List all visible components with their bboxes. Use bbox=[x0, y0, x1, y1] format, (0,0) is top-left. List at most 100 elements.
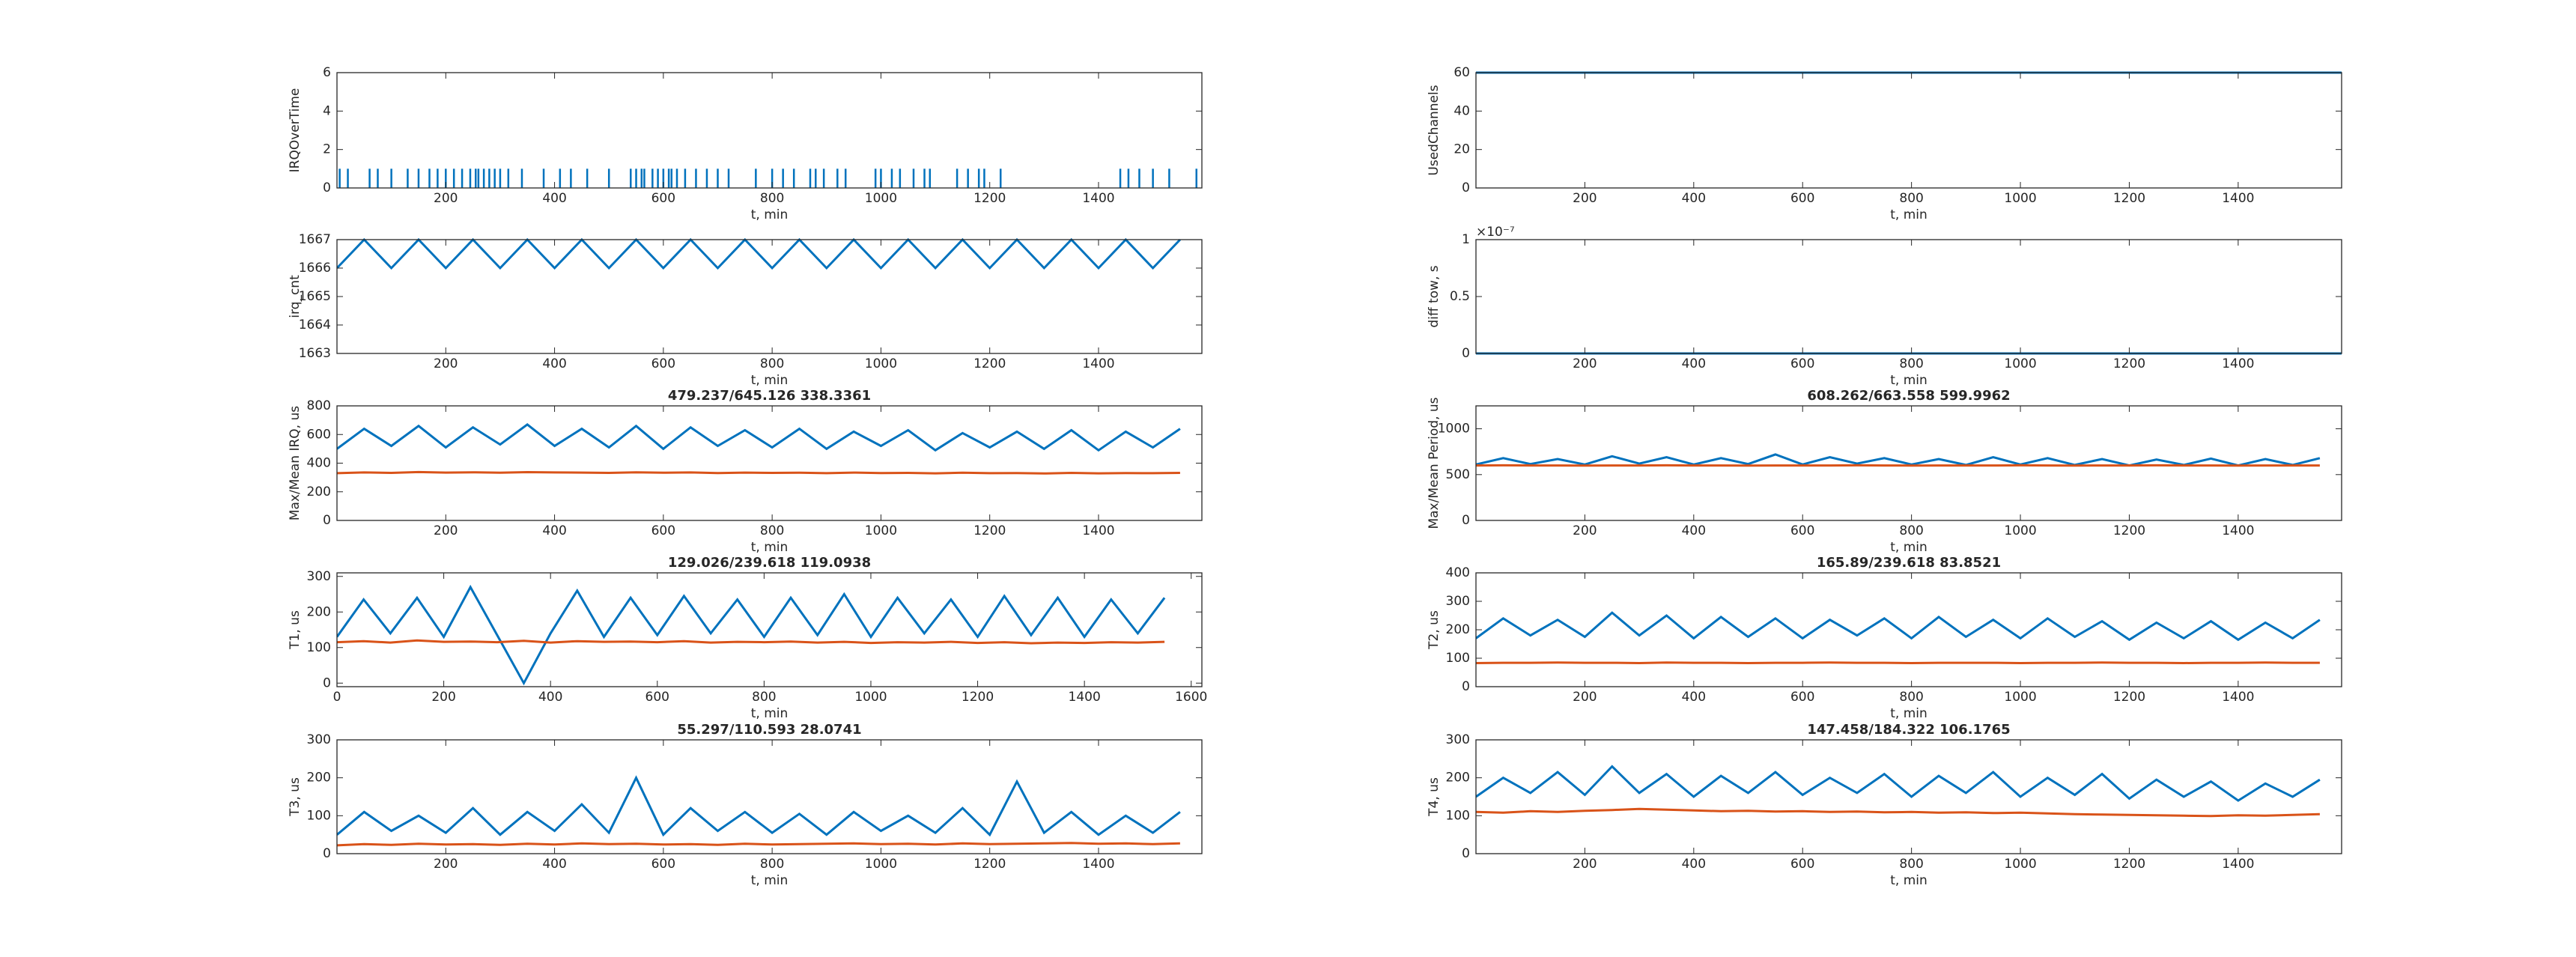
plot-area bbox=[337, 238, 1181, 270]
y-tick-label: 0 bbox=[1462, 513, 1470, 528]
y-tick-label: 1667 bbox=[299, 232, 331, 247]
x-tick-label: 1000 bbox=[2004, 191, 2036, 206]
y-tick-label: 0 bbox=[323, 675, 331, 690]
x-tick-label: 1200 bbox=[2113, 690, 2145, 705]
y-tick-label: 0 bbox=[323, 180, 331, 195]
y-tick-label: 200 bbox=[307, 604, 331, 619]
x-axis-label: t, min bbox=[1890, 207, 1928, 222]
x-tick-label: 600 bbox=[651, 191, 675, 206]
x-tick-label: 200 bbox=[434, 356, 458, 371]
x-tick-label: 600 bbox=[645, 690, 669, 705]
y-tick-label: 6 bbox=[323, 65, 331, 80]
x-tick-label: 400 bbox=[542, 191, 566, 206]
x-tick-label: 1400 bbox=[1082, 191, 1114, 206]
series-line bbox=[1476, 611, 2321, 642]
x-axis-label: t, min bbox=[751, 706, 789, 721]
y-axis-label: Max/Mean IRQ, us bbox=[288, 406, 303, 520]
x-tick-label: 1000 bbox=[2004, 857, 2036, 872]
y-axis-label: T4, us bbox=[1427, 777, 1442, 817]
axes-box bbox=[1475, 572, 2342, 687]
x-tick-label: 1400 bbox=[1082, 356, 1114, 371]
x-tick-label: 1400 bbox=[1082, 523, 1114, 538]
subplot: 200 400 600 800 1000 1200 1400 0 100 200 300 147.45… bbox=[1427, 722, 2342, 888]
subplot: 200 400 600 800 1000 1200 1400 0 500 1000 608.262/… bbox=[1427, 388, 2342, 555]
x-tick-label: 200 bbox=[434, 191, 458, 206]
chart-title: 55.297/110.593 28.0741 bbox=[677, 722, 861, 738]
x-tick-label: 600 bbox=[651, 857, 675, 872]
x-tick-label: 200 bbox=[434, 857, 458, 872]
axes-box bbox=[336, 739, 1203, 854]
y-tick-label: 100 bbox=[307, 640, 331, 655]
x-tick-label: 800 bbox=[1899, 356, 1923, 371]
x-tick-label: 200 bbox=[1573, 857, 1597, 872]
x-tick-label: 200 bbox=[1573, 356, 1597, 371]
x-tick-label: 400 bbox=[542, 857, 566, 872]
x-tick-label: 1400 bbox=[2222, 857, 2254, 872]
y-axis-label: IRQOverTime bbox=[288, 88, 303, 173]
x-tick-label: 1400 bbox=[2222, 191, 2254, 206]
x-axis-label: t, min bbox=[1890, 540, 1928, 555]
plot-area bbox=[337, 584, 1166, 686]
x-tick-label: 1200 bbox=[962, 690, 994, 705]
x-tick-label: 600 bbox=[1790, 523, 1814, 538]
y-tick-label: 0 bbox=[323, 513, 331, 528]
x-tick-label: 1400 bbox=[2222, 690, 2254, 705]
x-tick-label: 0 bbox=[333, 690, 341, 705]
axes-box bbox=[1475, 739, 2342, 854]
series-line bbox=[1476, 807, 2320, 818]
plot-area bbox=[337, 423, 1181, 475]
x-tick-label: 1400 bbox=[1082, 857, 1114, 872]
plot-area bbox=[337, 775, 1181, 847]
x-tick-label: 1200 bbox=[973, 356, 1006, 371]
x-tick-label: 1000 bbox=[2004, 690, 2036, 705]
x-tick-label: 800 bbox=[760, 356, 784, 371]
axes-box bbox=[1475, 72, 2342, 189]
y-tick-label: 20 bbox=[1453, 142, 1470, 157]
y-tick-label: 1000 bbox=[1438, 422, 1470, 437]
y-tick-label: 1 bbox=[1462, 232, 1470, 247]
x-tick-label: 1400 bbox=[1069, 690, 1101, 705]
chart-title: 147.458/184.322 106.1765 bbox=[1807, 722, 2010, 738]
plot-area bbox=[1476, 765, 2321, 818]
x-tick-label: 600 bbox=[1790, 857, 1814, 872]
x-tick-label: 1400 bbox=[2222, 356, 2254, 371]
x-tick-label: 1200 bbox=[2113, 191, 2145, 206]
x-tick-label: 1400 bbox=[2222, 523, 2254, 538]
x-tick-label: 800 bbox=[1899, 690, 1923, 705]
x-tick-label: 600 bbox=[1790, 690, 1814, 705]
x-tick-label: 1000 bbox=[865, 857, 897, 872]
y-tick-label: 0 bbox=[1462, 346, 1470, 361]
x-axis-label: t, min bbox=[1890, 873, 1928, 888]
subplot: 200 400 600 800 1000 1200 1400 0 20 40 60 t, min Use… bbox=[1427, 65, 2342, 222]
y-tick-label: 0.5 bbox=[1450, 289, 1470, 304]
x-tick-label: 1200 bbox=[2113, 857, 2145, 872]
chart-title: 165.89/239.618 83.8521 bbox=[1817, 555, 2001, 571]
y-tick-label: 200 bbox=[307, 484, 331, 499]
x-tick-label: 1000 bbox=[865, 191, 897, 206]
x-tick-label: 400 bbox=[1682, 523, 1706, 538]
y-axis-label: T1, us bbox=[288, 610, 303, 650]
axes-box bbox=[336, 405, 1203, 521]
axes-box bbox=[1475, 405, 2342, 521]
x-tick-label: 200 bbox=[1573, 191, 1597, 206]
x-axis-label: t, min bbox=[751, 373, 789, 388]
y-tick-label: 0 bbox=[323, 846, 331, 861]
x-tick-label: 1200 bbox=[973, 523, 1006, 538]
chart-title: 608.262/663.558 599.9962 bbox=[1807, 388, 2010, 404]
x-axis-label: t, min bbox=[1890, 373, 1928, 388]
subplot: 200 400 600 800 1000 1200 1400 0 200 400 600 800 479… bbox=[288, 388, 1203, 555]
x-tick-label: 1000 bbox=[865, 523, 897, 538]
y-tick-label: 4 bbox=[323, 103, 331, 118]
y-axis-label: diff tow, s bbox=[1427, 265, 1442, 327]
x-tick-label: 800 bbox=[760, 857, 784, 872]
series-line bbox=[1476, 453, 2321, 467]
plot-area bbox=[338, 168, 1197, 188]
y-tick-label: 400 bbox=[307, 456, 331, 471]
x-tick-label: 200 bbox=[1573, 690, 1597, 705]
x-tick-label: 1600 bbox=[1175, 690, 1207, 705]
y-tick-label: 400 bbox=[1446, 565, 1470, 580]
x-tick-label: 800 bbox=[1899, 523, 1923, 538]
y-tick-label: 0 bbox=[1462, 679, 1470, 694]
x-tick-label: 600 bbox=[1790, 191, 1814, 206]
